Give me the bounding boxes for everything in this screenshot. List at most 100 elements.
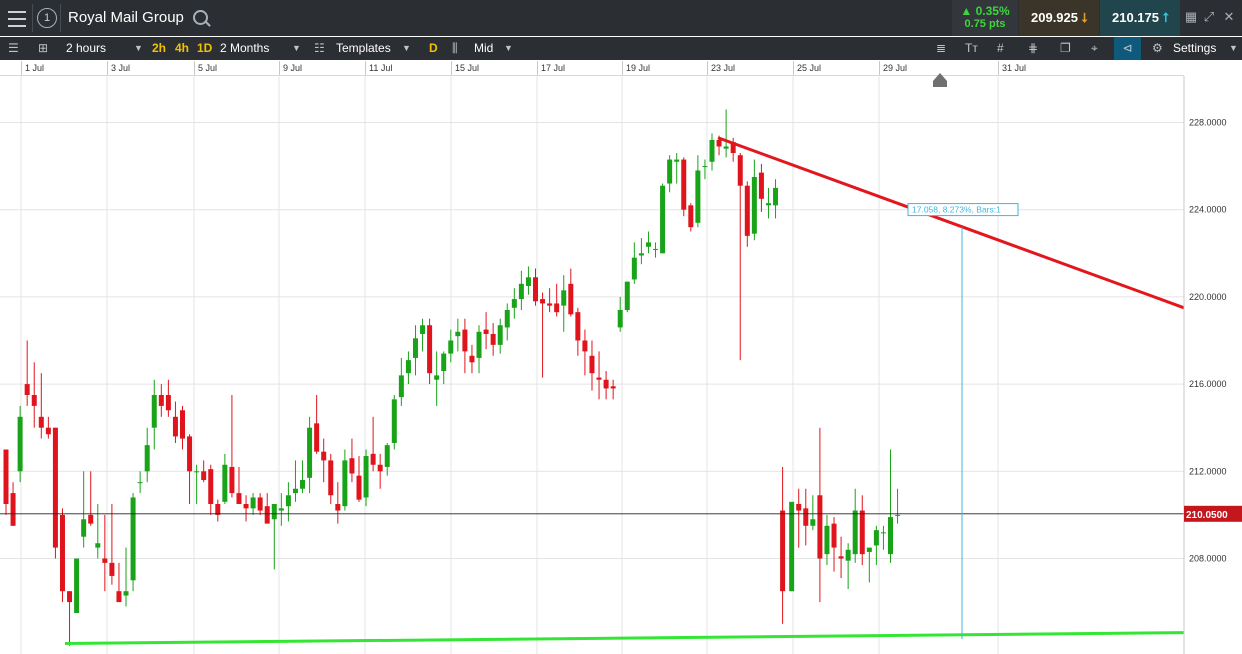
candle-body <box>617 309 623 328</box>
candle-body <box>824 525 830 555</box>
candle <box>561 275 567 332</box>
candle <box>695 155 701 228</box>
candle <box>208 464 214 515</box>
candle <box>17 405 23 483</box>
candle-body <box>667 159 673 184</box>
candle <box>476 325 482 374</box>
candle <box>194 464 200 504</box>
current-price-tag <box>1184 505 1242 522</box>
candle-body <box>803 508 809 526</box>
candle <box>236 466 242 504</box>
candle <box>271 504 277 570</box>
chevron-down-icon[interactable]: ▼ <box>1229 43 1238 53</box>
candle <box>314 395 320 454</box>
y-tick-label: 224.0000 <box>1189 205 1227 215</box>
candle <box>88 471 94 526</box>
candle-body <box>384 445 390 467</box>
chevron-down-icon[interactable]: ▼ <box>504 43 513 53</box>
candle <box>172 401 178 443</box>
x-tick-label: 5 Jul <box>198 63 218 73</box>
price-type-icon[interactable]: ⫼ <box>452 41 458 55</box>
interval-select[interactable]: 2 hours <box>66 41 107 55</box>
draw-tools-icon[interactable]: ⋕ <box>1028 41 1039 55</box>
chevron-down-icon[interactable]: ▼ <box>402 43 411 53</box>
candle-body <box>292 488 298 494</box>
price-change-box: ▲ 0.35% 0.75 pts <box>952 0 1018 36</box>
chart-toolbar: ☰ ⊞ 2 hours ▼ 2h 4h 1D 2 Months ▼ ☷ Temp… <box>0 37 1242 60</box>
chart-type-icon[interactable]: ⊞ <box>38 41 49 55</box>
candle-body <box>810 519 816 526</box>
crosshair-grid-icon[interactable]: # <box>997 41 1004 55</box>
candle-body <box>74 558 80 613</box>
candle <box>264 493 270 524</box>
d-button[interactable]: D <box>429 41 438 55</box>
buy-price-button[interactable]: 210.175 ⭡ <box>1100 0 1180 36</box>
gear-icon[interactable]: ⚙ <box>1152 41 1163 55</box>
candle-body <box>412 338 418 358</box>
candle <box>441 351 447 385</box>
window-controls: ▦ ⤢ ✕ <box>1180 0 1242 36</box>
chevron-down-icon[interactable]: ▼ <box>134 43 143 53</box>
candle-body <box>758 172 764 199</box>
candle-body <box>645 242 651 247</box>
search-icon[interactable] <box>193 10 208 25</box>
candle <box>420 318 426 352</box>
x-tick-label: 11 Jul <box>369 63 393 73</box>
target-icon[interactable]: ⌖ <box>1091 41 1098 55</box>
candle-body <box>307 427 313 478</box>
candle-body <box>38 416 44 428</box>
layers-icon[interactable]: ≣ <box>936 41 947 55</box>
templates-menu[interactable]: Templates <box>336 41 391 55</box>
y-tick-label: 220.0000 <box>1189 292 1227 302</box>
close-icon[interactable]: ✕ <box>1223 9 1235 24</box>
y-tick-label: 228.0000 <box>1189 118 1227 128</box>
candle-body <box>398 375 404 398</box>
interval-4h-button[interactable]: 4h <box>175 41 190 55</box>
measure-tool-icon[interactable]: ⊲ <box>1114 37 1141 60</box>
interval-1d-button[interactable]: 1D <box>197 41 213 55</box>
candle-body <box>88 514 94 524</box>
templates-icon[interactable]: ☷ <box>314 41 325 55</box>
candle-body <box>187 436 193 472</box>
candle-body <box>638 253 644 256</box>
candle <box>660 183 666 254</box>
settings-button[interactable]: Settings <box>1173 41 1217 55</box>
candle <box>243 495 249 522</box>
x-tick-label: 31 Jul <box>1002 63 1027 73</box>
candle <box>674 153 680 184</box>
candle-body <box>10 493 16 526</box>
chevron-down-icon[interactable]: ▼ <box>292 43 301 53</box>
candle-body <box>504 309 510 328</box>
candle <box>250 493 256 515</box>
candle-body <box>271 504 277 520</box>
candle-body <box>462 329 468 352</box>
candle-body <box>817 495 823 559</box>
list-icon[interactable]: ☰ <box>8 41 19 55</box>
candle <box>866 547 872 583</box>
copy-icon[interactable]: ❐ <box>1060 41 1071 55</box>
interval-2h-button[interactable]: 2h <box>152 41 167 55</box>
candle <box>412 325 418 376</box>
price-chart[interactable]: 17.058, 8.273%, Bars:1 228.0000 224.0000… <box>0 76 1242 654</box>
candle-body <box>831 523 837 548</box>
candle-body <box>653 248 659 250</box>
candle-body <box>624 281 630 310</box>
candle <box>67 591 73 646</box>
candle-body <box>137 482 143 484</box>
candle <box>24 340 30 406</box>
sell-price-button[interactable]: 209.925 ⭣ <box>1019 0 1099 36</box>
menu-icon[interactable] <box>4 6 30 30</box>
price-type-select[interactable]: Mid <box>474 41 494 55</box>
candle-body <box>328 460 334 496</box>
candle <box>363 449 369 507</box>
candle <box>151 379 157 450</box>
candle-body <box>554 303 560 313</box>
window-number-badge[interactable]: 1 <box>37 8 57 28</box>
time-marker-icon[interactable] <box>933 73 947 81</box>
candle <box>349 438 355 483</box>
range-select[interactable]: 2 Months <box>220 41 270 55</box>
grid-icon[interactable]: ▦ <box>1184 9 1198 24</box>
expand-icon[interactable]: ⤢ <box>1203 9 1215 24</box>
text-size-icon[interactable]: Tт <box>965 41 978 55</box>
candle <box>810 495 816 531</box>
